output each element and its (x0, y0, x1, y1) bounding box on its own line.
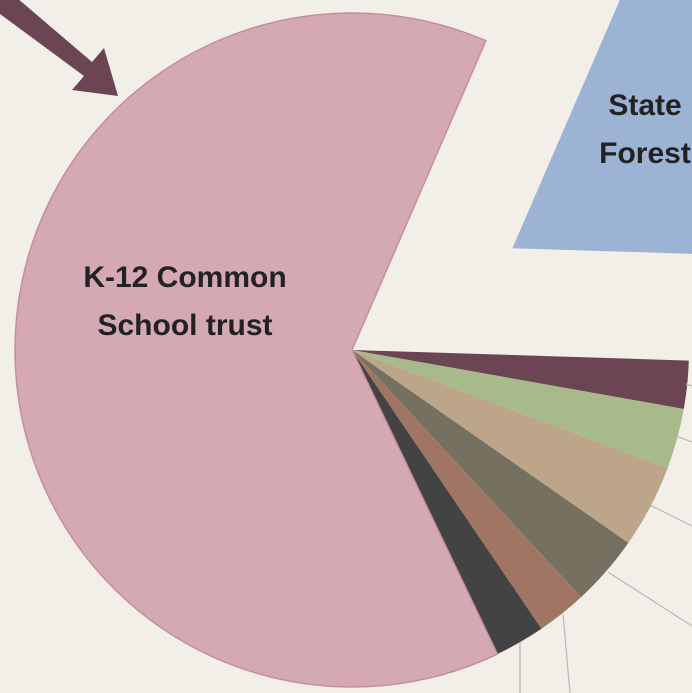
pie-slice (14, 12, 499, 688)
leader-lines (519, 383, 692, 693)
pie-slice (352, 350, 582, 629)
arrow (0, 0, 118, 96)
leader-line (675, 435, 692, 443)
pie-slice (352, 350, 542, 655)
pie-slice (352, 350, 684, 469)
leader-line (685, 383, 692, 387)
pie-slice (512, 0, 692, 254)
pie-slice (352, 350, 629, 598)
slice-label: State Forest (599, 89, 691, 170)
leader-line (607, 571, 692, 627)
slice-label: K-12 Common School trust (83, 261, 287, 342)
leader-line (649, 504, 692, 527)
leader-line (562, 613, 571, 693)
pie-slice (352, 350, 689, 409)
pie-slice (352, 350, 668, 543)
